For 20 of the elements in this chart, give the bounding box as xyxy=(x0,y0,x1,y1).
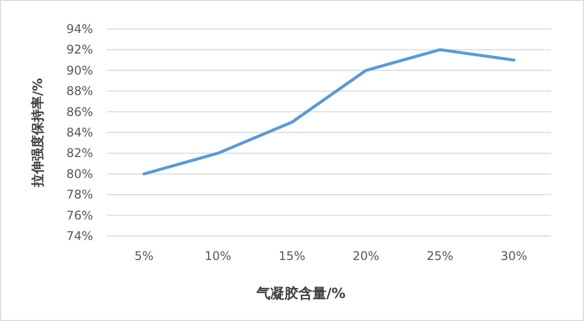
x-tick-label: 15% xyxy=(278,249,306,263)
y-axis-title: 拉伸强度保持率/% xyxy=(30,78,46,188)
x-tick-label: 30% xyxy=(500,249,528,263)
y-tick-label: 88% xyxy=(66,84,93,98)
y-tick-label: 74% xyxy=(66,229,93,243)
x-tick-label: 10% xyxy=(204,249,232,263)
y-tick-label: 80% xyxy=(66,166,93,181)
x-tick-label: 25% xyxy=(426,249,454,263)
y-tick-label: 90% xyxy=(66,63,93,78)
y-tick-label: 76% xyxy=(66,208,93,222)
y-tick-label: 86% xyxy=(66,104,93,119)
y-tick-label: 78% xyxy=(66,188,93,202)
x-tick-label: 20% xyxy=(352,249,380,263)
y-tick-label: 92% xyxy=(66,42,93,57)
y-tick-label: 94% xyxy=(66,22,93,36)
x-tick-label: 5% xyxy=(134,249,154,263)
x-axis-title: 气凝胶含量/% xyxy=(255,285,346,302)
y-tick-label: 82% xyxy=(66,146,93,160)
y-tick-label: 84% xyxy=(66,126,93,140)
line-series xyxy=(142,48,516,176)
